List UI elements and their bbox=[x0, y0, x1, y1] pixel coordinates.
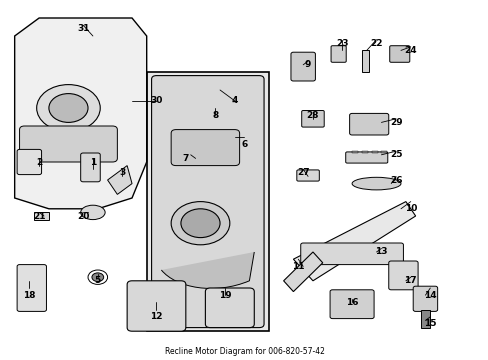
Text: 10: 10 bbox=[404, 204, 416, 213]
Text: 20: 20 bbox=[77, 212, 89, 220]
FancyBboxPatch shape bbox=[81, 153, 100, 182]
Ellipse shape bbox=[351, 177, 400, 190]
PathPatch shape bbox=[161, 252, 254, 288]
Text: 18: 18 bbox=[23, 291, 36, 300]
Text: 1: 1 bbox=[90, 158, 96, 166]
Text: 13: 13 bbox=[374, 248, 387, 256]
FancyBboxPatch shape bbox=[296, 170, 319, 181]
Bar bbox=[361, 151, 367, 153]
FancyBboxPatch shape bbox=[127, 281, 185, 331]
Text: 6: 6 bbox=[241, 140, 247, 149]
FancyBboxPatch shape bbox=[301, 111, 324, 127]
Circle shape bbox=[49, 94, 88, 122]
Bar bbox=[351, 151, 357, 153]
Bar bbox=[34, 212, 49, 220]
Text: 9: 9 bbox=[304, 60, 311, 69]
Bar bbox=[371, 151, 377, 153]
FancyBboxPatch shape bbox=[17, 265, 46, 311]
Text: 12: 12 bbox=[150, 312, 163, 321]
Text: 29: 29 bbox=[389, 118, 402, 127]
Circle shape bbox=[37, 85, 100, 131]
FancyBboxPatch shape bbox=[412, 286, 437, 311]
FancyBboxPatch shape bbox=[330, 46, 346, 62]
Text: 19: 19 bbox=[218, 291, 231, 300]
Text: 15: 15 bbox=[423, 320, 436, 328]
Text: 23: 23 bbox=[335, 39, 348, 48]
Circle shape bbox=[88, 270, 107, 284]
FancyBboxPatch shape bbox=[290, 52, 315, 81]
Text: 7: 7 bbox=[182, 154, 189, 163]
FancyBboxPatch shape bbox=[205, 288, 254, 328]
Text: 16: 16 bbox=[345, 298, 358, 307]
Polygon shape bbox=[283, 252, 322, 292]
FancyBboxPatch shape bbox=[388, 261, 417, 290]
Text: 31: 31 bbox=[77, 24, 89, 33]
Text: 11: 11 bbox=[291, 262, 304, 271]
FancyBboxPatch shape bbox=[329, 290, 373, 319]
Text: 21: 21 bbox=[33, 212, 45, 220]
Text: 4: 4 bbox=[231, 96, 238, 105]
Text: 14: 14 bbox=[423, 291, 436, 300]
Polygon shape bbox=[107, 166, 132, 194]
FancyBboxPatch shape bbox=[345, 152, 387, 163]
Text: 25: 25 bbox=[389, 150, 402, 159]
FancyBboxPatch shape bbox=[17, 149, 41, 175]
Bar bbox=[381, 151, 386, 153]
FancyBboxPatch shape bbox=[171, 130, 239, 166]
Text: 24: 24 bbox=[404, 46, 416, 55]
Text: 26: 26 bbox=[389, 176, 402, 185]
PathPatch shape bbox=[15, 18, 146, 209]
Text: 5: 5 bbox=[95, 276, 101, 285]
Text: 3: 3 bbox=[119, 168, 125, 177]
Text: 8: 8 bbox=[212, 111, 218, 120]
Bar bbox=[420, 310, 429, 328]
FancyBboxPatch shape bbox=[20, 126, 117, 162]
Text: 2: 2 bbox=[36, 158, 42, 166]
FancyBboxPatch shape bbox=[389, 46, 409, 62]
Text: 28: 28 bbox=[306, 111, 319, 120]
Text: 17: 17 bbox=[404, 276, 416, 285]
Ellipse shape bbox=[81, 205, 105, 220]
Circle shape bbox=[181, 209, 220, 238]
Text: 30: 30 bbox=[150, 96, 163, 105]
Text: 27: 27 bbox=[296, 168, 309, 177]
FancyBboxPatch shape bbox=[300, 243, 403, 265]
FancyBboxPatch shape bbox=[151, 76, 264, 328]
Text: 22: 22 bbox=[369, 39, 382, 48]
Polygon shape bbox=[293, 202, 415, 281]
FancyBboxPatch shape bbox=[349, 113, 388, 135]
FancyBboxPatch shape bbox=[146, 72, 268, 331]
Text: Recline Motor Diagram for 006-820-57-42: Recline Motor Diagram for 006-820-57-42 bbox=[164, 347, 324, 356]
Bar bbox=[361, 50, 368, 72]
Circle shape bbox=[171, 202, 229, 245]
Circle shape bbox=[92, 273, 103, 282]
